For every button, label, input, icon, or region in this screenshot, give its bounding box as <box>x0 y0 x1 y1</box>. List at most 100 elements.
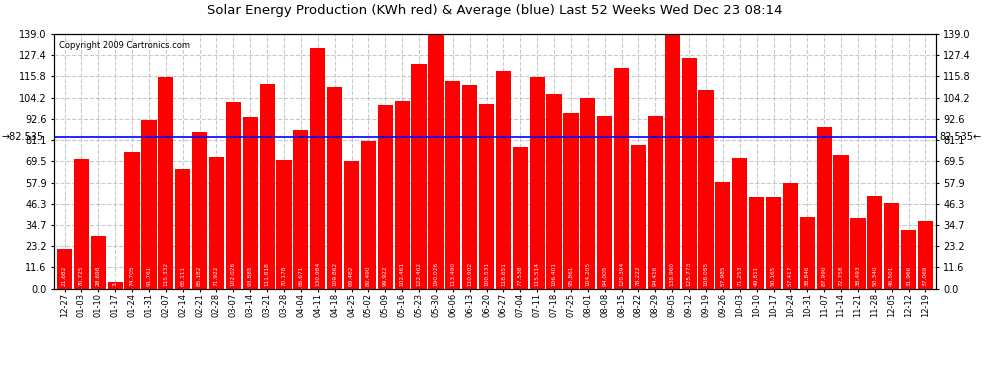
Text: 115.332: 115.332 <box>163 262 168 286</box>
Bar <box>647 116 663 289</box>
Text: 109.862: 109.862 <box>333 262 338 286</box>
Bar <box>817 128 832 289</box>
Bar <box>733 158 747 289</box>
Text: 72.758: 72.758 <box>839 266 843 286</box>
Text: 82.535←: 82.535← <box>940 132 982 142</box>
Text: 85.182: 85.182 <box>197 266 202 286</box>
Text: 113.490: 113.490 <box>450 262 455 286</box>
Bar <box>513 147 528 289</box>
Bar <box>631 145 646 289</box>
Bar <box>395 101 410 289</box>
Bar <box>192 132 207 289</box>
Text: 70.725: 70.725 <box>79 266 84 286</box>
Bar <box>310 48 326 289</box>
Bar <box>901 230 916 289</box>
Bar <box>850 218 865 289</box>
Bar <box>546 93 561 289</box>
Text: 80.490: 80.490 <box>366 266 371 286</box>
Text: 95.861: 95.861 <box>568 266 573 286</box>
Bar <box>664 34 680 289</box>
Text: 138.960: 138.960 <box>669 262 675 286</box>
Text: Solar Energy Production (KWh red) & Average (blue) Last 52 Weeks Wed Dec 23 08:1: Solar Energy Production (KWh red) & Aver… <box>207 4 783 17</box>
Bar <box>462 85 477 289</box>
Text: 31.966: 31.966 <box>906 266 911 286</box>
Bar <box>293 130 309 289</box>
Text: 38.493: 38.493 <box>855 266 860 286</box>
Bar <box>412 64 427 289</box>
Bar <box>74 159 89 289</box>
Text: 99.922: 99.922 <box>383 266 388 286</box>
Text: 78.222: 78.222 <box>636 266 641 286</box>
Text: 37.069: 37.069 <box>923 266 928 286</box>
Text: 130.984: 130.984 <box>315 262 321 286</box>
Bar <box>580 98 595 289</box>
Text: 190.026: 190.026 <box>434 262 439 286</box>
Text: 104.205: 104.205 <box>585 262 590 286</box>
Bar <box>108 282 123 289</box>
Bar <box>142 120 156 289</box>
Text: 86.671: 86.671 <box>298 266 303 286</box>
Text: 71.922: 71.922 <box>214 266 219 286</box>
Bar <box>360 141 376 289</box>
Bar <box>715 182 731 289</box>
Bar <box>429 0 444 289</box>
Bar <box>597 116 612 289</box>
Text: 125.773: 125.773 <box>687 262 692 286</box>
Bar <box>91 236 106 289</box>
Bar <box>158 77 173 289</box>
Text: 111.818: 111.818 <box>264 262 269 286</box>
Text: 57.417: 57.417 <box>788 266 793 286</box>
Bar <box>698 90 714 289</box>
Text: 120.394: 120.394 <box>619 262 624 286</box>
Bar <box>766 197 781 289</box>
Bar <box>226 102 241 289</box>
Bar <box>800 217 815 289</box>
Bar <box>259 84 274 289</box>
Text: 118.651: 118.651 <box>501 262 506 286</box>
Text: 100.531: 100.531 <box>484 262 489 286</box>
Text: 49.811: 49.811 <box>754 266 759 286</box>
Text: 46.501: 46.501 <box>889 266 894 286</box>
Text: 69.462: 69.462 <box>349 266 354 286</box>
Text: →82.535: →82.535 <box>2 132 44 142</box>
Bar <box>125 152 140 289</box>
Bar <box>834 155 848 289</box>
Bar <box>327 87 343 289</box>
Text: Copyright 2009 Cartronics.com: Copyright 2009 Cartronics.com <box>58 41 190 50</box>
Text: 102.461: 102.461 <box>400 262 405 286</box>
Text: 122.462: 122.462 <box>417 262 422 286</box>
Text: 70.178: 70.178 <box>281 266 286 286</box>
Text: 102.026: 102.026 <box>231 262 236 286</box>
Text: 74.705: 74.705 <box>130 266 135 286</box>
Text: 57.985: 57.985 <box>721 266 726 286</box>
Text: 77.538: 77.538 <box>518 266 523 286</box>
Bar <box>783 183 798 289</box>
Bar <box>749 197 764 289</box>
Text: 91.761: 91.761 <box>147 266 151 286</box>
Text: 71.253: 71.253 <box>738 266 742 286</box>
Bar <box>563 113 578 289</box>
Bar <box>918 221 933 289</box>
Bar <box>243 117 257 289</box>
Text: 87.990: 87.990 <box>822 266 827 286</box>
Bar <box>276 160 292 289</box>
Text: 21.682: 21.682 <box>62 266 67 286</box>
Text: 93.885: 93.885 <box>248 266 252 286</box>
Bar <box>530 77 544 289</box>
Text: 106.401: 106.401 <box>551 262 556 286</box>
Bar <box>57 249 72 289</box>
Bar <box>867 196 882 289</box>
Bar <box>446 81 460 289</box>
Text: 94.416: 94.416 <box>652 266 657 286</box>
Text: 50.165: 50.165 <box>771 266 776 286</box>
Text: 28.698: 28.698 <box>96 266 101 286</box>
Bar <box>175 169 190 289</box>
Text: 115.514: 115.514 <box>535 262 540 286</box>
Bar <box>614 68 630 289</box>
Text: 3.450: 3.450 <box>113 269 118 286</box>
Bar <box>209 157 224 289</box>
Text: 110.902: 110.902 <box>467 262 472 286</box>
Text: 50.340: 50.340 <box>872 266 877 286</box>
Bar <box>479 104 494 289</box>
Bar <box>681 58 697 289</box>
